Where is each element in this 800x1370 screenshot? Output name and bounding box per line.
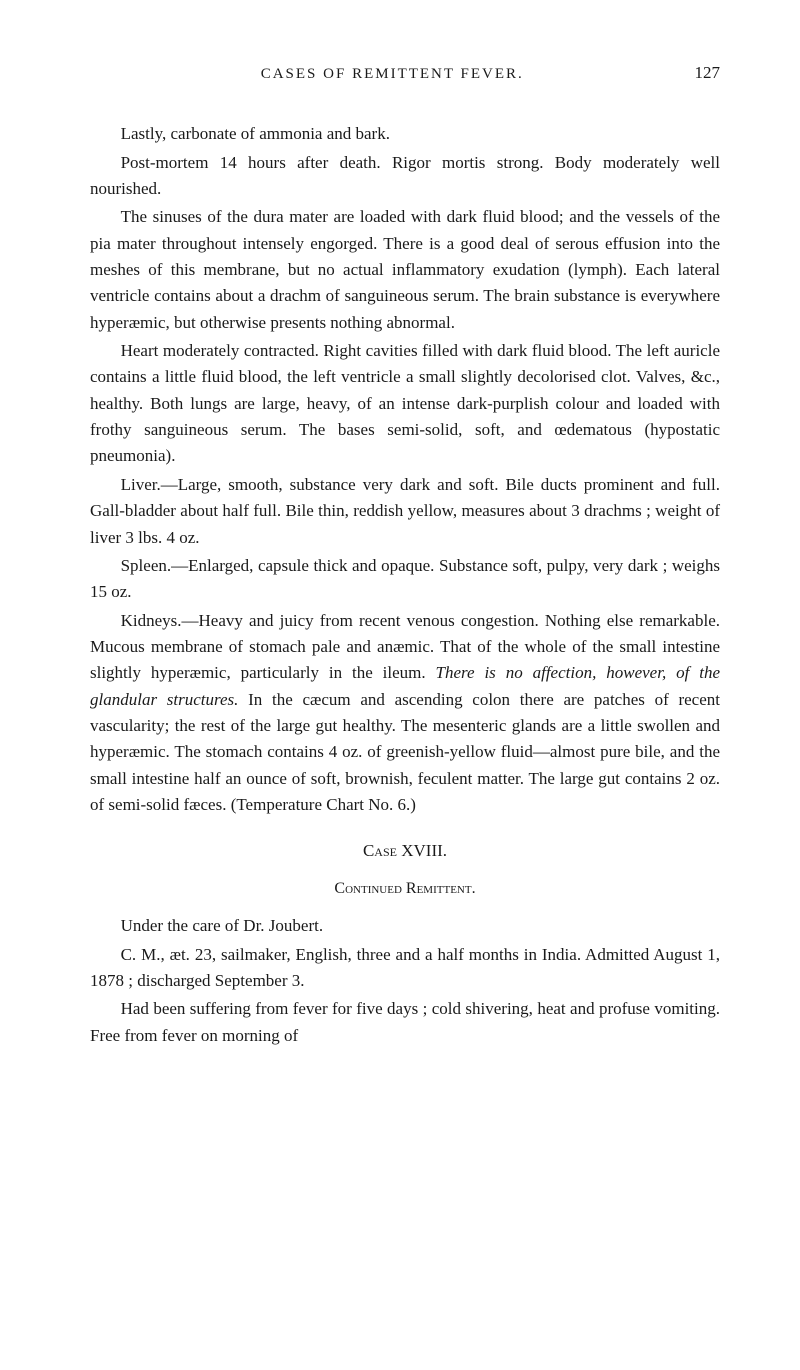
paragraph-8: Under the care of Dr. Joubert. <box>90 913 720 939</box>
paragraph-2: Post-mortem 14 hours after death. Rigor … <box>90 150 720 203</box>
case-subtitle: Continued Remittent. <box>90 877 720 902</box>
case-heading: Case XVIII. <box>90 838 720 864</box>
page-header: CASES OF REMITTENT FEVER. 127 <box>90 60 720 86</box>
paragraph-5: Liver.—Large, smooth, substance very dar… <box>90 472 720 551</box>
paragraph-7: Kidneys.—Heavy and juicy from recent ven… <box>90 608 720 819</box>
page-number: 127 <box>695 60 721 86</box>
paragraph-4: Heart moderately contracted. Right cavit… <box>90 338 720 470</box>
paragraph-6: Spleen.—Enlarged, capsule thick and opaq… <box>90 553 720 606</box>
paragraph-10: Had been suffering from fever for five d… <box>90 996 720 1049</box>
paragraph-1: Lastly, carbonate of ammonia and bark. <box>90 121 720 147</box>
paragraph-9: C. M., æt. 23, sailmaker, English, three… <box>90 942 720 995</box>
paragraph-3: The sinuses of the dura mater are loaded… <box>90 204 720 336</box>
header-title: CASES OF REMITTENT FEVER. <box>90 63 695 86</box>
